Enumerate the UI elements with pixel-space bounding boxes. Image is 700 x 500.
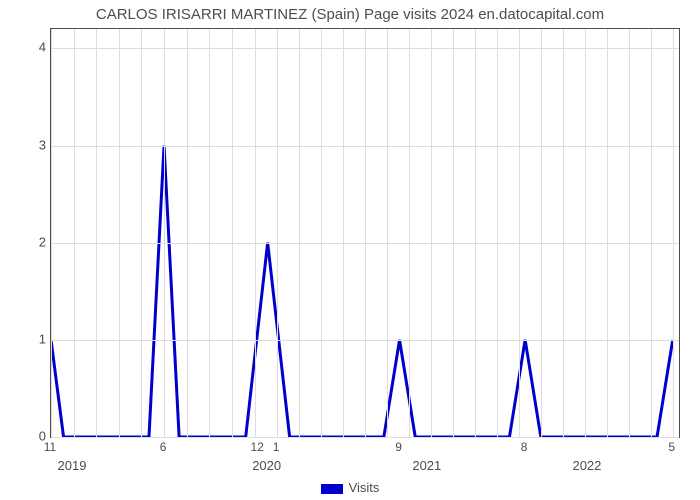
gridline-v — [119, 29, 120, 437]
gridline-v — [475, 29, 476, 437]
gridline-v — [277, 29, 278, 437]
gridline-v — [74, 29, 75, 437]
gridline-v — [187, 29, 188, 437]
gridline-v — [141, 29, 142, 437]
x-tick-major: 2020 — [252, 458, 281, 473]
gridline-v — [321, 29, 322, 437]
gridline-v — [541, 29, 542, 437]
visits-line-chart: CARLOS IRISARRI MARTINEZ (Spain) Page vi… — [0, 0, 700, 500]
gridline-h — [51, 437, 679, 438]
gridline-v — [365, 29, 366, 437]
gridline-v — [519, 29, 520, 437]
legend-label: Visits — [349, 480, 380, 495]
gridline-v — [629, 29, 630, 437]
gridline-v — [563, 29, 564, 437]
gridline-v — [343, 29, 344, 437]
y-tick-label: 1 — [30, 331, 46, 346]
gridline-v — [409, 29, 410, 437]
x-tick-minor: 1 — [273, 440, 280, 454]
gridline-v — [232, 29, 233, 437]
x-tick-minor: 5 — [668, 440, 675, 454]
x-tick-minor: 6 — [160, 440, 167, 454]
gridline-v — [431, 29, 432, 437]
x-tick-minor: 8 — [521, 440, 528, 454]
x-tick-major: 2021 — [412, 458, 441, 473]
chart-title: CARLOS IRISARRI MARTINEZ (Spain) Page vi… — [0, 6, 700, 23]
gridline-v — [255, 29, 256, 437]
gridline-v — [299, 29, 300, 437]
plot-area — [50, 28, 680, 438]
gridline-v — [96, 29, 97, 437]
x-tick-minor: 12 — [251, 440, 264, 454]
gridline-v — [453, 29, 454, 437]
gridline-v — [673, 29, 674, 437]
gridline-v — [585, 29, 586, 437]
x-tick-major: 2022 — [572, 458, 601, 473]
x-tick-minor: 11 — [44, 440, 56, 454]
y-tick-label: 2 — [30, 234, 46, 249]
legend-swatch — [321, 484, 343, 494]
x-tick-major: 2019 — [58, 458, 87, 473]
x-tick-minor: 9 — [395, 440, 402, 454]
y-tick-label: 3 — [30, 137, 46, 152]
gridline-v — [497, 29, 498, 437]
gridline-v — [607, 29, 608, 437]
gridline-v — [209, 29, 210, 437]
gridline-v — [387, 29, 388, 437]
y-tick-label: 4 — [30, 40, 46, 55]
gridline-v — [164, 29, 165, 437]
gridline-v — [51, 29, 52, 437]
legend: Visits — [0, 480, 700, 495]
gridline-v — [651, 29, 652, 437]
